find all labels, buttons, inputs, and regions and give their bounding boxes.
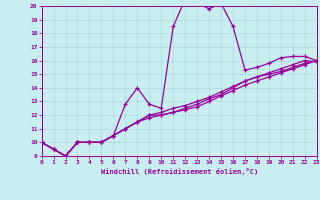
X-axis label: Windchill (Refroidissement éolien,°C): Windchill (Refroidissement éolien,°C) bbox=[100, 168, 258, 175]
